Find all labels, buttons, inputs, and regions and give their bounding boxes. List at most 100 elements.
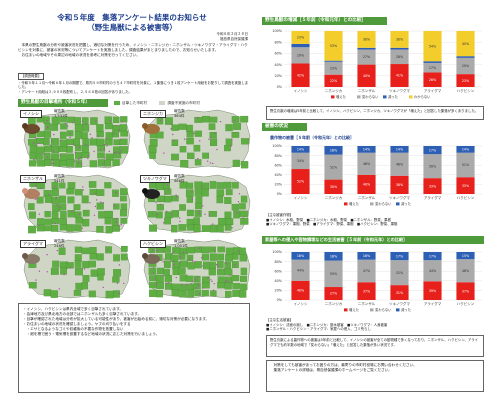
x-tick-label: ニホンジカ <box>325 88 343 93</box>
legend-label: わからない <box>414 94 431 99</box>
bar-label: 44% <box>429 269 436 273</box>
bar-label: 31% <box>396 291 403 295</box>
report-count: 報告数 541件 <box>54 174 65 183</box>
x-tick-label: ツキノワグマ <box>389 88 410 93</box>
footer-box: 対策をしても被害があってお困りの方は、最寄りの市町村役場にお問い合わせください。… <box>266 360 484 392</box>
bar-segment <box>390 285 409 300</box>
bar-segment <box>456 152 475 178</box>
y-tick-label: 40% <box>274 63 282 67</box>
legend-swatch-seen <box>114 101 120 105</box>
bar-label: 55% <box>330 272 337 276</box>
notes-box: ・イノシシ、ハクビシンは県内全域で多く目撃されています。 ・会津地方及び県北地方… <box>18 303 250 393</box>
bar-label: 30% <box>363 38 370 42</box>
report-count-label: 報告数 <box>174 239 185 243</box>
report-count-value: 1,531件 <box>54 113 68 118</box>
bar-segment <box>390 260 409 286</box>
y-tick-label: 80% <box>274 154 282 158</box>
bar-segment <box>423 62 442 73</box>
legend-label: 変わらない <box>362 94 379 99</box>
report-count-value: 364件 <box>174 113 185 118</box>
y-tick-label: 40% <box>274 279 282 283</box>
bar-segment <box>291 252 310 260</box>
y-tick-label: 60% <box>274 269 282 273</box>
x-tick-label: イノシシ <box>294 89 308 93</box>
bar-label: 14% <box>363 148 370 152</box>
survey-line: ・アンケート用紙は３,９９８枚配布し、２,５６８枚の回答がありました。 <box>18 89 132 94</box>
bar-segment <box>291 31 310 44</box>
bar-segment <box>390 31 409 48</box>
bar-segment <box>423 260 442 282</box>
note-line: ・畑を柵で囲う・電気柵を設置するなど地域の状況に応じた対策を行いましょう。 <box>23 332 160 336</box>
bar-segment <box>423 146 442 155</box>
increase-chart: 0% 20% 40% 60% 80% 100% 42% 29% 23% イノシシ 22% 23% 53%… <box>272 29 482 99</box>
animal-icon <box>142 188 160 199</box>
bar-segment <box>357 146 376 153</box>
bar-segment <box>423 252 442 261</box>
bar-label: 30% <box>396 38 403 42</box>
bar-segment <box>423 154 442 179</box>
bar-label: 29% <box>462 64 469 68</box>
bar-segment <box>456 252 475 260</box>
animal-name-label: ニホンザル <box>20 175 46 183</box>
bar-segment <box>456 56 475 58</box>
crop-chart: 0% 20% 40% 60% 80% 100% 52% 34% 14% イノシシ 30% 52% 18%… <box>272 144 482 206</box>
bar-segment <box>324 154 343 180</box>
legend-label: 減った <box>401 307 411 312</box>
bar-segment <box>390 252 409 261</box>
bar-label: 23% <box>462 79 469 83</box>
bar-label: 54% <box>429 44 436 48</box>
x-tick-label: ツキノワグマ <box>389 301 410 306</box>
report-count: 報告数 466件 <box>174 174 185 183</box>
bar-label: 39% <box>429 289 436 293</box>
note-line: ・目撃が確認された地域は分布が拡大している可能性があり、被害が出始める前に、適切… <box>23 317 210 321</box>
animal-name-label: ツキノワグマ <box>140 175 170 183</box>
x-tick-label: ニホンザル <box>358 195 376 200</box>
living-notes-heading: 【主な生活被害】 <box>266 318 294 322</box>
animal-name-label: ニホンジカ <box>140 110 166 118</box>
bar-segment <box>357 282 376 300</box>
y-tick-label: 0% <box>277 298 283 302</box>
bar-segment <box>324 146 343 155</box>
bar-segment <box>324 61 343 75</box>
bar-label: 16% <box>363 254 370 258</box>
bar-label: 15% <box>462 254 469 258</box>
y-tick-label: 60% <box>274 52 282 56</box>
living-notes: 【主な生活被害】 ■イノシシ：法面の崩し ■ニホンジカ：庭木被害 ■ツキノワグマ… <box>266 318 486 332</box>
legend-seen: 目撃した市町村 <box>122 101 148 105</box>
y-tick-label: 20% <box>274 74 282 78</box>
report-count-label: 報告数 <box>174 174 185 178</box>
bar-segment <box>423 178 442 194</box>
bar-segment <box>291 280 310 300</box>
bar-label: 37% <box>363 289 370 293</box>
legend-swatch <box>344 202 348 206</box>
x-tick-label: ニホンザル <box>358 88 376 93</box>
report-count-value: 466件 <box>174 178 185 183</box>
bar-segment <box>324 287 343 300</box>
report-count-label: 報告数 <box>174 109 185 113</box>
bar-segment <box>324 60 343 62</box>
bar-label: 51% <box>462 163 469 167</box>
increase-note: 野生鳥獣の増減は5年前と比較して、イノシシ、ハクビシン、ニホンジカ、ツキノワグマ… <box>266 106 484 120</box>
bar-label: 46% <box>363 162 370 166</box>
bar-segment <box>324 179 343 194</box>
bar-label: 14% <box>462 148 469 152</box>
bar-segment <box>291 47 310 64</box>
bar-label: 17% <box>429 66 436 70</box>
legend-swatch <box>370 202 374 206</box>
report-count: 報告数 1,531件 <box>54 109 68 118</box>
bar-label: 23% <box>330 66 337 70</box>
x-tick-label: ニホンザル <box>358 301 376 306</box>
bar-segment <box>324 252 343 261</box>
bar-label: 38% <box>396 183 403 187</box>
bar-label: 40% <box>363 74 370 78</box>
x-tick-label: ニホンジカ <box>325 301 343 306</box>
bar-label: 22% <box>330 79 337 83</box>
bar-label: 37% <box>462 289 469 293</box>
legend-label: 増えた <box>349 307 359 312</box>
title-sub: （野生鳥獣による被害等） <box>87 23 177 32</box>
animal-icon <box>142 123 160 134</box>
bar-label: 44% <box>297 268 304 272</box>
bar-label: 27% <box>363 55 370 59</box>
report-count-value: 246件 <box>54 243 65 248</box>
